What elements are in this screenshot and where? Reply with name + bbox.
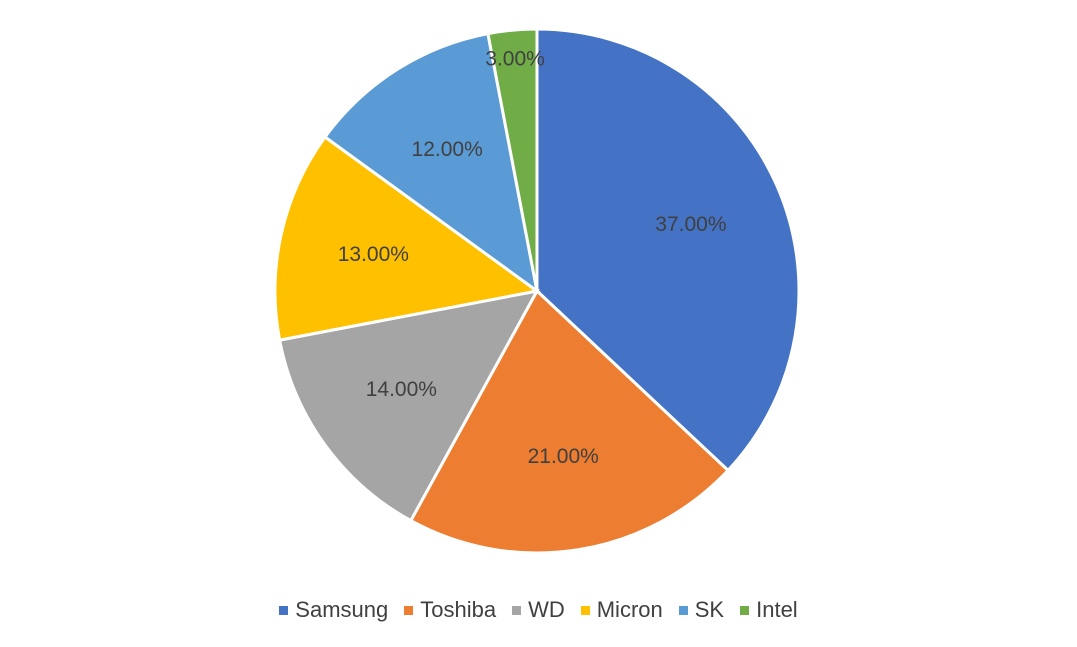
legend-swatch-intel [740,605,750,615]
legend-item-sk: SK [678,597,725,623]
pie-data-labels: 37.00% 21.00% 14.00% 13.00% 12.00% 3.00% [338,47,727,468]
pie-slice-wd [277,288,540,523]
legend-item-samsung: Samsung [279,597,388,623]
legend-label-wd: WD [528,597,565,622]
data-label-samsung: 37.00% [655,213,726,236]
legend-swatch-sk [678,605,688,615]
chart-legend: Samsung Toshiba WD Micron SK Intel [0,592,1077,628]
pie-slice-intel [486,27,539,292]
data-label-sk: 12.00% [412,138,483,161]
data-label-wd: 14.00% [366,378,437,401]
data-label-toshiba: 21.00% [528,445,599,468]
legend-item-toshiba: Toshiba [404,597,496,623]
legend-label-sk: SK [694,597,725,622]
pie-slices [273,27,801,555]
legend-label-micron: Micron [596,597,663,622]
pie-slice-samsung [535,27,801,473]
pie-slice-micron [273,134,541,342]
legend-label-intel: Intel [756,597,798,622]
legend-swatch-wd [512,605,522,615]
legend-item-intel: Intel [740,597,798,623]
pie-slice-sk [322,31,540,295]
data-label-intel: 3.00% [485,47,545,70]
legend-swatch-samsung [279,605,289,615]
data-label-micron: 13.00% [338,243,409,266]
legend-item-micron: Micron [580,597,663,623]
legend-label-samsung: Samsung [295,597,389,622]
legend-swatch-toshiba [404,605,414,615]
legend-label-toshiba: Toshiba [420,597,497,622]
pie-slice-toshiba [408,288,731,555]
legend-item-wd: WD [512,597,565,623]
legend-swatch-micron [580,605,590,615]
